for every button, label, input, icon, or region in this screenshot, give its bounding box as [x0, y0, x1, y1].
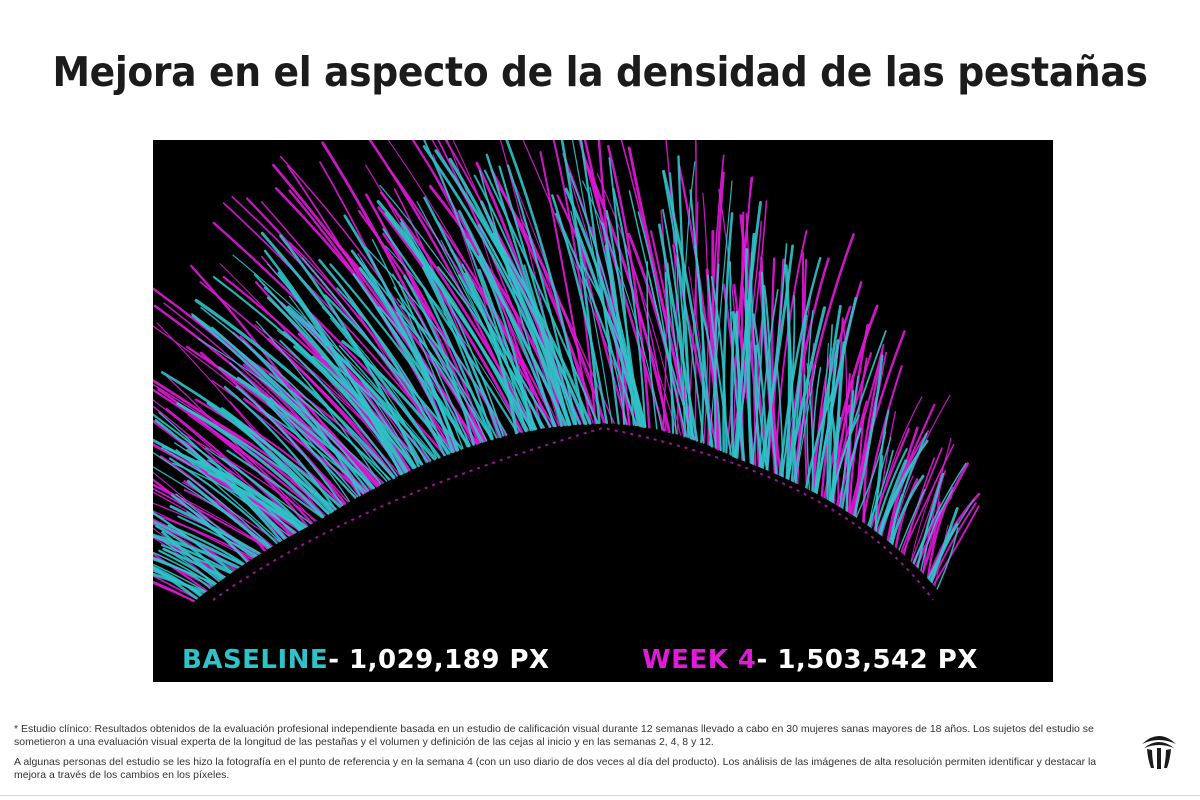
week4-caption: WEEK 4 - 1,503,542 PX — [642, 640, 978, 680]
photo-footnote: A algunas personas del estudio se les hi… — [14, 756, 1104, 782]
baseline-value: - 1,029,189 PX — [328, 645, 549, 675]
footnotes: * Estudio clínico: Resultados obtenidos … — [14, 723, 1104, 789]
eyelash-comparison-image — [153, 140, 1053, 682]
baseline-caption: BASELINE - 1,029,189 PX — [182, 640, 550, 680]
week4-value: - 1,503,542 PX — [757, 645, 978, 675]
study-footnote: * Estudio clínico: Resultados obtenidos … — [14, 723, 1104, 749]
eyelash-illustration — [153, 140, 1053, 682]
bottom-divider — [0, 795, 1200, 796]
week4-label: WEEK 4 — [642, 645, 757, 675]
baseline-label: BASELINE — [182, 645, 328, 675]
brand-logo-icon — [1138, 726, 1180, 770]
page-title: Mejora en el aspecto de la densidad de l… — [48, 42, 1152, 102]
